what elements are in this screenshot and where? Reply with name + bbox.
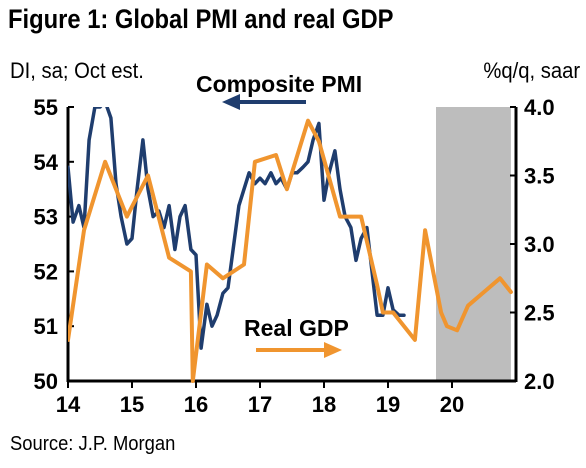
annotation-label: Composite PMI bbox=[196, 71, 362, 97]
x-tick-label: 20 bbox=[440, 392, 464, 417]
real-gdp-line bbox=[68, 118, 513, 383]
right-tick-label: 3.0 bbox=[524, 232, 555, 257]
left-tick-label: 50 bbox=[34, 369, 58, 394]
annotation-arrow-head bbox=[324, 342, 342, 358]
forecast-region-group bbox=[436, 107, 511, 381]
left-tick-label: 54 bbox=[34, 150, 59, 175]
annotation-arrow-head bbox=[222, 94, 240, 110]
left-tick-label: 55 bbox=[34, 95, 58, 120]
x-tick-label: 18 bbox=[312, 392, 336, 417]
tick-labels-group: 50 51 52 53 54 55 2.0 2.5 3.0 3.5 4.0 14 15 16 17 18 19 2… bbox=[34, 95, 555, 417]
right-tick-label: 3.5 bbox=[524, 164, 555, 189]
x-tick-label: 17 bbox=[248, 392, 272, 417]
x-tick-label: 16 bbox=[184, 392, 208, 417]
right-axis-unit: %q/q, saar bbox=[483, 58, 580, 83]
x-tick-label: 19 bbox=[376, 392, 400, 417]
source-note: Source: J.P. Morgan bbox=[10, 433, 176, 455]
left-tick-label: 53 bbox=[34, 205, 58, 230]
annotation-label: Real GDP bbox=[244, 315, 349, 341]
x-tick-label: 15 bbox=[120, 392, 144, 417]
left-tick-label: 51 bbox=[34, 314, 58, 339]
x-tick-label: 14 bbox=[56, 392, 81, 417]
right-tick-label: 2.0 bbox=[524, 369, 555, 394]
left-axis-unit: DI, sa; Oct est. bbox=[10, 58, 144, 83]
right-tick-label: 4.0 bbox=[524, 95, 555, 120]
series-group bbox=[68, 107, 513, 383]
annotation-group: Composite PMI Real GDP bbox=[196, 71, 362, 358]
left-tick-label: 52 bbox=[34, 259, 58, 284]
right-tick-label: 2.5 bbox=[524, 301, 555, 326]
composite-pmi-line bbox=[68, 107, 406, 350]
chart-title: Figure 1: Global PMI and real GDP bbox=[8, 4, 394, 34]
forecast-shading bbox=[436, 107, 511, 381]
